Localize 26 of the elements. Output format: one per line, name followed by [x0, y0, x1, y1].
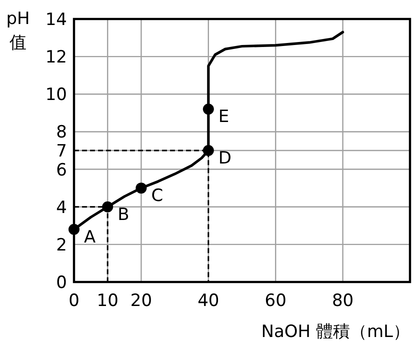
- y-tick-label: 0: [56, 273, 67, 293]
- point: [102, 201, 114, 212]
- annotation: E: [218, 107, 230, 128]
- y-tick-label: 14: [45, 10, 67, 30]
- y-tick-label: 2: [56, 235, 67, 256]
- annotation: B: [118, 204, 130, 225]
- x-tick-label: 80: [332, 291, 354, 311]
- y-tick-label: 8: [56, 122, 67, 143]
- y-tick-label: 4: [56, 198, 67, 218]
- x-axis-title: NaOH 體積（mL）: [261, 322, 410, 342]
- point: [202, 104, 214, 115]
- x-tick-label: 40: [198, 291, 220, 311]
- x-tick-label: 0: [68, 291, 80, 311]
- point: [202, 145, 214, 156]
- y-tick-label: 7: [56, 142, 67, 162]
- annotation: A: [84, 227, 96, 248]
- point: [136, 182, 147, 194]
- x-tick-label: 20: [130, 291, 152, 311]
- x-tick-label: 60: [264, 291, 286, 311]
- annotation: D: [218, 148, 232, 168]
- annotation: C: [151, 186, 164, 206]
- y-tick-label: 6: [56, 160, 67, 180]
- x-tick-label: 10: [96, 291, 118, 311]
- y-tick-label: 10: [45, 85, 67, 106]
- y-tick-label: 12: [45, 48, 67, 68]
- y-axis-title: pH 值: [6, 9, 30, 53]
